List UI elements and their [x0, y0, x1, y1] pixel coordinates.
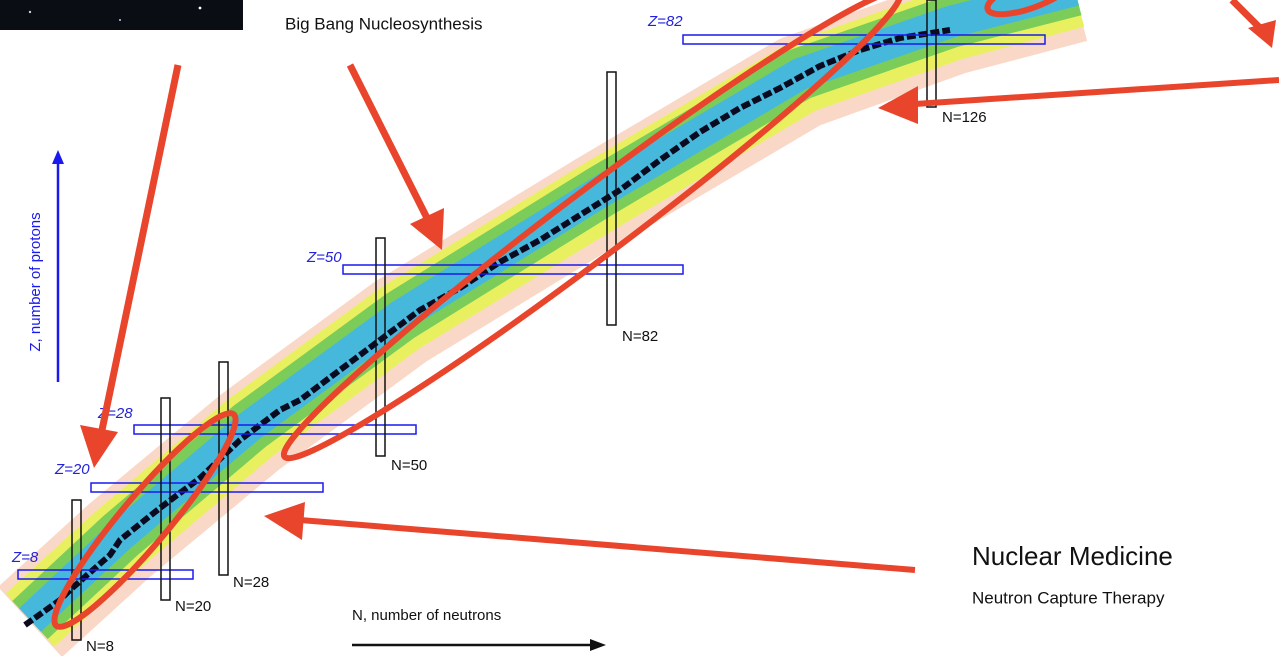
- x-axis-label: N, number of neutrons: [352, 607, 501, 624]
- y-axis-arrowhead: [52, 150, 64, 164]
- nuclear-medicine-title: Nuclear Medicine: [972, 541, 1173, 571]
- magic-n-label: N=20: [175, 598, 211, 615]
- magic-n-label: N=82: [622, 328, 658, 345]
- band-outer: [30, 0, 1075, 622]
- star: [29, 11, 31, 13]
- star: [199, 7, 202, 10]
- pointer-arrow: [300, 520, 915, 570]
- magic-z-label: Z=20: [54, 461, 90, 478]
- band-yellow: [30, 0, 1075, 620]
- magic-n-label: N=8: [86, 638, 114, 655]
- magic-n-label: N=28: [233, 574, 269, 591]
- y-axis-label: Z, number of protons: [27, 212, 44, 351]
- magic-z-label: Z=50: [306, 249, 342, 266]
- big-bang-label: Big Bang Nucleosynthesis: [285, 14, 483, 33]
- space-image: [0, 0, 243, 30]
- diagram: Z=82 Z=50 Z=28 Z=20 Z=8 N=126 N=82 N=50 …: [0, 0, 1279, 656]
- nuclear-medicine-subtitle: Neutron Capture Therapy: [972, 588, 1165, 607]
- pointer-arrowhead: [264, 502, 305, 540]
- pointer-arrow: [350, 65, 428, 220]
- pointer-arrow: [915, 80, 1279, 104]
- x-axis-arrowhead: [590, 639, 606, 651]
- pointer-arrow: [102, 65, 178, 430]
- magic-n-label: N=50: [391, 457, 427, 474]
- star: [119, 19, 121, 21]
- magic-z-label: Z=8: [11, 549, 39, 566]
- magic-n-label: N=126: [942, 109, 987, 126]
- magic-z-label: Z=82: [647, 13, 683, 30]
